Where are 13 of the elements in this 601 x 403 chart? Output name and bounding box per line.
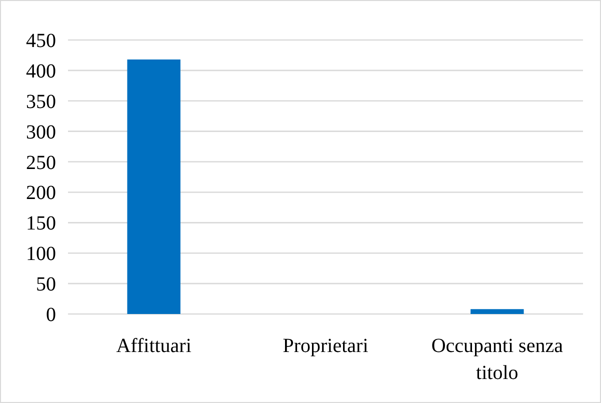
y-tick-label: 100	[26, 243, 56, 266]
x-tick-label: Occupanti senza titolo	[431, 335, 564, 384]
x-tick-label: Proprietari	[282, 335, 369, 357]
y-tick-label: 300	[26, 121, 56, 144]
y-tick-label: 50	[36, 274, 56, 296]
y-tick-label: 450	[26, 30, 56, 52]
y-tick-label: 150	[26, 212, 56, 235]
y-tick-label: 200	[26, 182, 56, 204]
y-tick-label: 0	[46, 304, 56, 326]
y-tick-label: 250	[26, 152, 56, 174]
x-tick-label: Affittuari	[116, 335, 192, 357]
y-tick-label: 350	[26, 90, 56, 113]
y-tick-label: 400	[26, 60, 56, 82]
